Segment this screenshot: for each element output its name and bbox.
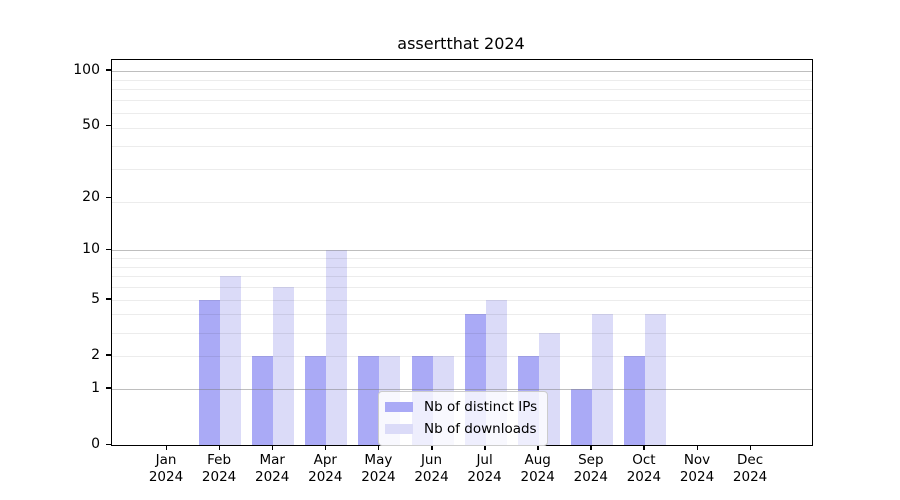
y-tick-label-1: 1 [91,379,100,396]
y-tick-mark-100 [106,69,112,71]
bar-downloads-mar [273,287,295,445]
bar-ips-mar [252,355,274,445]
y-tick-mark-2 [106,354,112,356]
bar-ips-apr [305,355,327,445]
legend: Nb of distinct IPs Nb of downloads [378,391,548,446]
x-tick-mark-jun [431,445,433,450]
x-tick-mark-jan [165,445,167,450]
x-tick-mark-apr [324,445,327,450]
x-tick-mark-jul [484,445,486,450]
y-tick-label-100: 100 [73,61,100,78]
x-tick-label-mar: Mar 2024 [255,452,290,485]
legend-swatch-distinct-ips [385,402,413,412]
y-tick-mark-10 [106,248,112,251]
x-tick-label-jan: Jan 2024 [148,452,184,485]
x-tick-mark-oct [643,445,645,450]
bar-downloads-sep [591,314,613,445]
x-tick-label-feb: Feb 2024 [201,452,237,485]
y-tick-label-50: 50 [82,117,100,134]
y-tick-label-20: 20 [82,189,100,205]
y-tick-label-10: 10 [82,241,100,258]
x-tick-mark-aug [537,445,539,450]
bar-ips-oct [623,355,645,445]
y-tick-label-0: 0 [91,436,100,452]
chart-title: assertthat 2024 [397,34,525,53]
x-tick-label-dec: Dec 2024 [732,452,768,485]
x-tick-mark-sep [590,445,592,450]
bar-downloads-feb [220,276,242,445]
legend-entry-distinct-ips: Nb of distinct IPs [385,396,539,418]
bar-downloads-oct [644,314,666,445]
x-tick-label-sep: Sep 2024 [573,452,608,485]
x-tick-label-apr: Apr 2024 [308,452,343,485]
bar-ips-sep [570,388,592,445]
x-tick-mark-mar [271,445,274,450]
x-tick-label-jun: Jun 2024 [414,452,449,485]
legend-entry-downloads: Nb of downloads [385,418,539,440]
y-tick-mark-5 [106,298,112,300]
y-tick-mark-1 [106,387,112,389]
x-tick-mark-dec [749,445,752,450]
x-tick-mark-feb [218,445,221,450]
legend-swatch-downloads [385,424,413,434]
x-tick-mark-may [377,445,380,450]
y-tick-label-5: 5 [91,290,100,307]
x-tick-label-nov: Nov 2024 [679,452,715,485]
y-tick-mark-50 [106,124,112,127]
y-tick-mark-20 [106,196,112,198]
legend-label-distinct-ips: Nb of distinct IPs [424,399,538,415]
bar-ips-feb [199,299,221,445]
y-tick-label-2: 2 [91,346,100,363]
x-tick-label-jul: Jul 2024 [467,452,502,485]
y-tick-mark-0 [106,443,112,445]
x-tick-label-aug: Aug 2024 [520,452,555,485]
bars-layer [112,60,812,445]
legend-label-downloads: Nb of downloads [424,421,537,437]
plot-area: Nb of distinct IPs Nb of downloads [111,59,813,446]
x-tick-label-may: May 2024 [361,452,396,485]
bar-ips-may [358,355,380,445]
x-tick-label-oct: Oct 2024 [626,452,662,485]
bar-downloads-apr [326,250,348,445]
x-tick-mark-nov [696,445,698,450]
